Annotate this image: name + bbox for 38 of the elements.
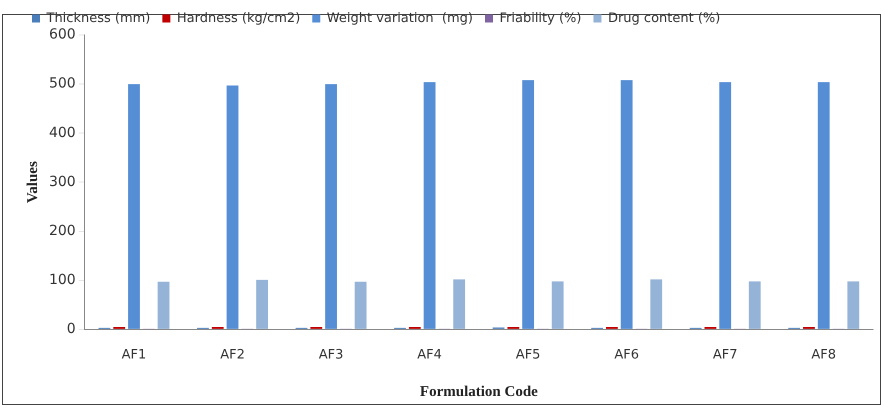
bar: [620, 80, 633, 329]
legend-label: Weight variation (mg): [326, 10, 473, 26]
bar: [158, 282, 170, 329]
bar: [453, 279, 466, 329]
bar: [650, 279, 662, 329]
x-tick-label: AF6: [614, 348, 639, 363]
x-tick-label: AF2: [220, 348, 245, 363]
x-tick-label: AF4: [417, 348, 442, 363]
legend-label: Drug content (%): [608, 10, 720, 26]
x-axis-title: Formulation Code: [420, 384, 538, 400]
legend-label: Thickness (mm): [46, 10, 150, 26]
x-tick-label: AF3: [318, 348, 344, 363]
y-tick-label: 0: [66, 321, 76, 338]
bar: [424, 82, 436, 329]
bar: [325, 84, 337, 329]
bar: [552, 281, 564, 329]
legend-label: Hardness (kg/cm2): [176, 10, 300, 26]
bar: [719, 82, 732, 329]
bar: [226, 86, 238, 329]
bar: [354, 282, 367, 329]
bar: [847, 281, 860, 329]
y-tick-label: 500: [48, 76, 76, 92]
x-tick-label: AF8: [811, 348, 836, 363]
x-tick-label: AF7: [712, 348, 738, 363]
bar: [818, 82, 830, 329]
bar: [522, 80, 534, 329]
y-tick-label: 300: [48, 174, 76, 190]
legend-label: Friability (%): [499, 10, 582, 26]
x-tick-label: AF1: [122, 348, 146, 363]
bar: [128, 84, 140, 329]
y-axis-title: Values: [24, 161, 41, 204]
x-tick-label: AF5: [516, 348, 540, 363]
y-tick-label: 400: [48, 124, 76, 141]
bar: [748, 281, 761, 329]
y-tick-label: 600: [48, 26, 76, 43]
bar: [256, 280, 268, 329]
y-tick-label: 200: [48, 222, 76, 239]
y-tick-label: 100: [48, 272, 76, 288]
